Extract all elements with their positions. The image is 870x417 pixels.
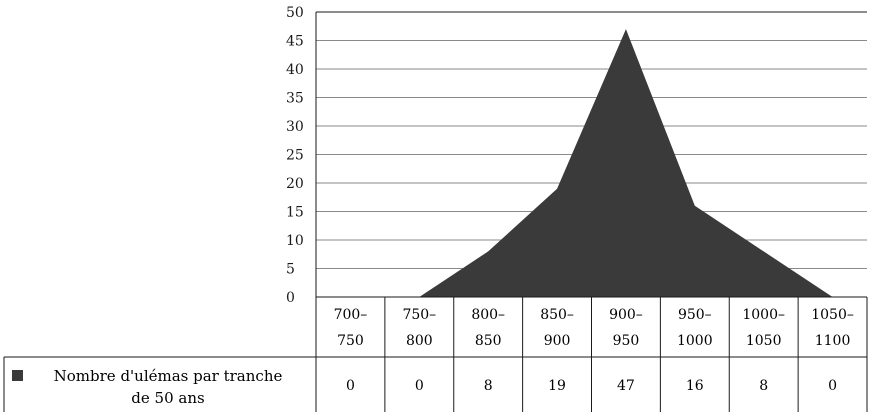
y-tick-label: 0 — [286, 290, 295, 306]
y-tick-label: 25 — [286, 148, 304, 164]
data-table: 700–750750–800800–850850–900900–950950–1… — [3, 297, 868, 412]
category-label: 1100 — [815, 333, 851, 349]
data-value-label: 0 — [415, 378, 424, 394]
category-label: 950– — [678, 307, 712, 323]
y-tick-label: 45 — [286, 34, 304, 50]
data-value-label: 0 — [346, 378, 355, 394]
category-label: 750– — [402, 307, 436, 323]
y-tick-label: 5 — [286, 262, 295, 278]
data-value-label: 19 — [548, 378, 566, 394]
category-label: 850 — [475, 333, 502, 349]
y-tick-label: 35 — [286, 91, 304, 107]
category-label: 850– — [540, 307, 574, 323]
category-label: 800– — [471, 307, 505, 323]
category-label: 1050– — [811, 307, 854, 323]
legend-marker-icon — [12, 370, 23, 381]
data-value-label: 47 — [617, 378, 635, 394]
y-axis-ticks: 0 5 10 15 20 25 30 35 40 45 50 — [286, 5, 304, 306]
y-tick-label: 15 — [286, 205, 304, 221]
category-label: 750 — [337, 333, 364, 349]
area-series — [350, 29, 833, 297]
category-label: 800 — [406, 333, 433, 349]
y-tick-label: 10 — [286, 233, 304, 249]
data-value-label: 16 — [686, 378, 704, 394]
y-tick-label: 30 — [286, 119, 304, 135]
category-label: 1000 — [677, 333, 713, 349]
area-series-layer — [350, 29, 833, 297]
category-label: 900– — [609, 307, 643, 323]
y-tick-label: 20 — [286, 176, 304, 192]
category-label: 1000– — [742, 307, 785, 323]
category-label: 1050 — [746, 333, 782, 349]
data-value-label: 8 — [759, 378, 768, 394]
legend-series-name: Nombre d'ulémas par tranche — [54, 367, 283, 385]
category-label: 900 — [544, 333, 571, 349]
y-tick-label: 40 — [286, 62, 304, 78]
legend-series-name: de 50 ans — [131, 389, 204, 407]
category-label: 950 — [613, 333, 640, 349]
data-value-label: 0 — [828, 378, 837, 394]
y-tick-label: 50 — [286, 5, 304, 21]
data-value-label: 8 — [484, 378, 493, 394]
category-label: 700– — [334, 307, 368, 323]
